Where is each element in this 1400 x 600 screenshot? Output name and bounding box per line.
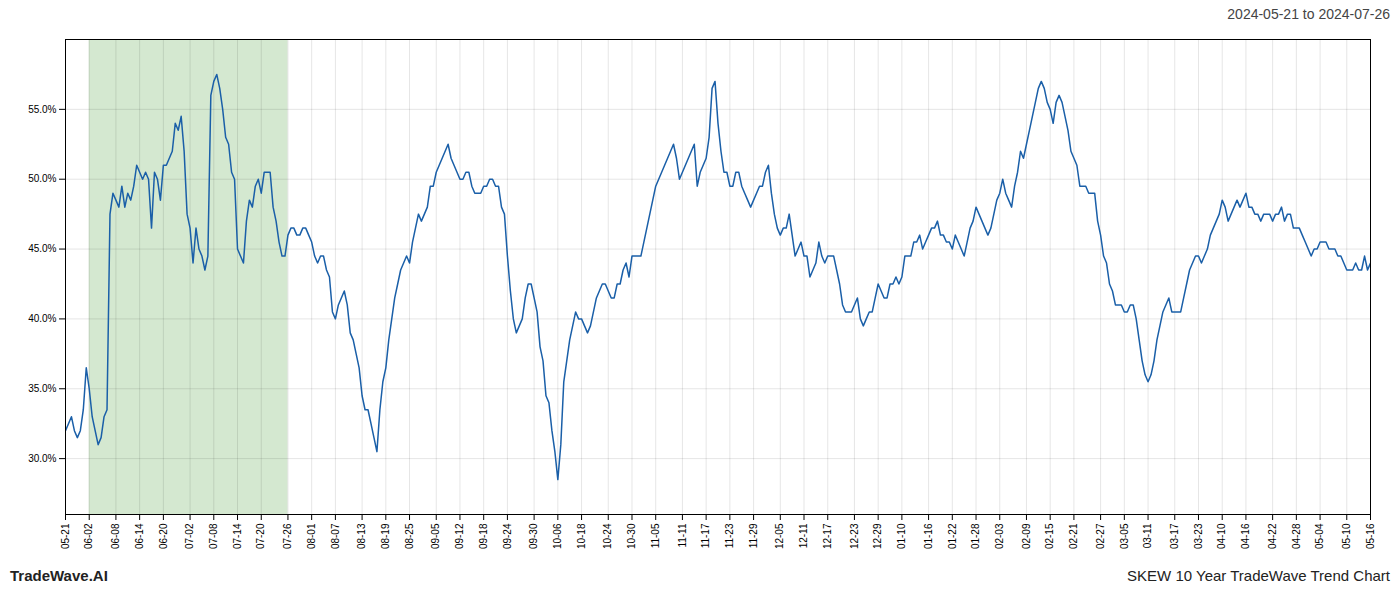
svg-text:11-11: 11-11 (677, 523, 688, 548)
html-text:SKEW 10 Year TradeWave Trend C: SKEW 10 Year TradeWave Trend Chart (1127, 567, 1390, 584)
svg-text:04-22: 04-22 (1267, 523, 1278, 549)
html-text:TradeWave.AI: TradeWave.AI (10, 567, 108, 584)
svg-text:08-19: 08-19 (380, 523, 391, 549)
svg-text:40.0%: 40.0% (28, 313, 56, 324)
svg-text:08-01: 08-01 (306, 523, 317, 549)
svg-text:05-21: 05-21 (60, 523, 71, 549)
svg-text:05-04: 05-04 (1314, 523, 1325, 549)
svg-text:04-28: 04-28 (1291, 523, 1302, 549)
svg-text:08-25: 08-25 (404, 523, 415, 549)
svg-text:12-17: 12-17 (822, 523, 833, 549)
svg-text:07-20: 07-20 (255, 523, 266, 549)
svg-text:11-29: 11-29 (748, 523, 759, 548)
svg-text:11-05: 11-05 (650, 523, 661, 548)
svg-text:02-21: 02-21 (1068, 523, 1079, 549)
svg-text:03-11: 03-11 (1142, 523, 1153, 548)
svg-text:06-02: 06-02 (83, 523, 94, 549)
svg-text:08-13: 08-13 (356, 523, 367, 549)
svg-text:12-11: 12-11 (798, 523, 809, 548)
svg-text:02-03: 02-03 (994, 523, 1005, 549)
svg-text:01-28: 01-28 (970, 523, 981, 549)
svg-text:35.0%: 35.0% (28, 383, 56, 394)
svg-text:50.0%: 50.0% (28, 173, 56, 184)
svg-text:07-02: 07-02 (184, 523, 195, 549)
svg-text:04-16: 04-16 (1240, 523, 1251, 549)
svg-text:03-05: 03-05 (1119, 523, 1130, 549)
svg-text:07-08: 07-08 (208, 523, 219, 549)
svg-text:07-26: 07-26 (282, 523, 293, 549)
svg-text:55.0%: 55.0% (28, 104, 56, 115)
svg-text:11-17: 11-17 (700, 523, 711, 548)
svg-text:09-24: 09-24 (502, 523, 513, 549)
svg-text:09-18: 09-18 (478, 523, 489, 549)
svg-text:05-16: 05-16 (1365, 523, 1376, 549)
svg-text:12-05: 12-05 (774, 523, 785, 549)
svg-text:01-10: 01-10 (896, 523, 907, 549)
svg-text:10-18: 10-18 (576, 523, 587, 549)
svg-text:45.0%: 45.0% (28, 243, 56, 254)
svg-text:01-16: 01-16 (923, 523, 934, 549)
svg-text:05-10: 05-10 (1341, 523, 1352, 549)
svg-text:10-06: 10-06 (552, 523, 563, 549)
svg-text:09-12: 09-12 (454, 523, 465, 549)
svg-text:06-14: 06-14 (134, 523, 145, 549)
svg-text:02-09: 02-09 (1021, 523, 1032, 549)
svg-text:11-23: 11-23 (724, 523, 735, 548)
svg-text:10-30: 10-30 (626, 523, 637, 549)
svg-text:03-23: 03-23 (1193, 523, 1204, 549)
svg-text:01-22: 01-22 (947, 523, 958, 549)
svg-text:09-05: 09-05 (430, 523, 441, 549)
svg-text:06-08: 06-08 (110, 523, 121, 549)
svg-text:12-23: 12-23 (849, 523, 860, 549)
svg-text:02-15: 02-15 (1044, 523, 1055, 549)
html-text:2024-05-21 to 2024-07-26: 2024-05-21 to 2024-07-26 (1227, 6, 1390, 22)
svg-text:08-07: 08-07 (330, 523, 341, 549)
svg-text:12-29: 12-29 (872, 523, 883, 549)
svg-text:02-27: 02-27 (1095, 523, 1106, 549)
svg-text:10-24: 10-24 (602, 523, 613, 549)
svg-text:03-17: 03-17 (1169, 523, 1180, 549)
svg-text:04-10: 04-10 (1216, 523, 1227, 549)
svg-text:09-30: 09-30 (528, 523, 539, 549)
svg-text:30.0%: 30.0% (28, 453, 56, 464)
svg-text:06-20: 06-20 (158, 523, 169, 549)
svg-text:07-14: 07-14 (232, 523, 243, 549)
